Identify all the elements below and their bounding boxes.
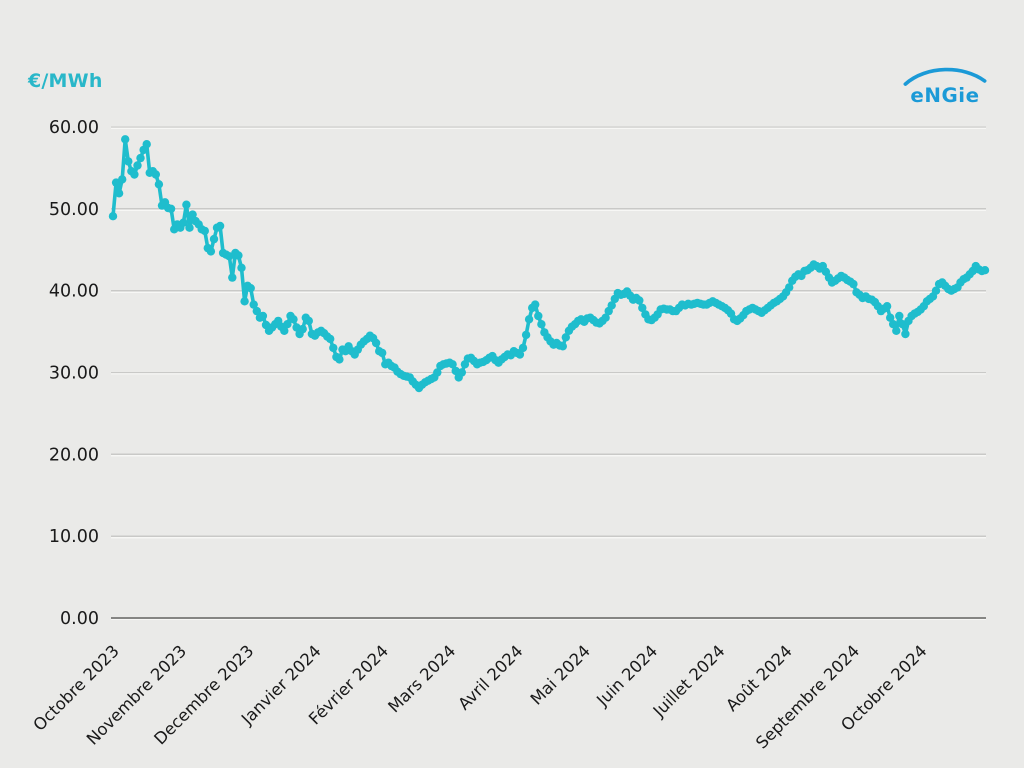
- y-axis-tick-label: 10.00: [49, 527, 99, 547]
- y-axis-unit-title: €/MWh: [28, 70, 103, 92]
- data-point: [108, 212, 118, 221]
- y-axis-labels: 60.00 50.00 40.00 30.00 20.00 10.00 0.00: [49, 118, 99, 629]
- y-axis-tick-label: 50.00: [49, 200, 99, 220]
- engie-logo-arc: [903, 67, 987, 86]
- data-point: [237, 263, 246, 272]
- data-point: [209, 234, 219, 244]
- data-point: [289, 315, 298, 324]
- data-point: [114, 189, 124, 198]
- data-point: [249, 300, 258, 309]
- data-point: [246, 284, 255, 293]
- data-point: [892, 326, 901, 335]
- data-point: [130, 170, 139, 179]
- data-point: [607, 301, 616, 310]
- data-point: [154, 180, 164, 189]
- data-point: [849, 279, 858, 289]
- price-line-series: [108, 135, 990, 393]
- data-point: [889, 320, 898, 329]
- y-axis-tick-label: 60.00: [49, 118, 99, 138]
- data-point: [371, 338, 381, 348]
- x-axis-tick-label: Avril 2024: [454, 641, 526, 713]
- data-point: [980, 266, 990, 275]
- data-point: [200, 226, 209, 236]
- x-axis-tick-label: Juin 2024: [592, 641, 661, 710]
- x-axis-tick-label: Juillet 2024: [649, 641, 729, 721]
- data-point: [785, 283, 794, 292]
- data-point: [601, 313, 610, 322]
- data-point: [304, 316, 313, 326]
- data-point: [133, 161, 142, 170]
- data-point: [136, 153, 145, 163]
- data-point: [215, 221, 225, 231]
- data-point: [151, 170, 160, 179]
- x-axis-tick-label: Mai 2024: [527, 641, 594, 708]
- y-axis-tick-label: 0.00: [60, 609, 99, 629]
- data-point: [378, 348, 387, 358]
- engie-logo-svg: eNGie: [903, 67, 987, 107]
- price-line: [111, 137, 987, 390]
- data-point: [561, 333, 570, 342]
- data-point: [534, 311, 543, 321]
- data-point: [142, 140, 151, 149]
- data-point: [179, 218, 188, 227]
- data-point: [515, 350, 525, 359]
- data-point: [882, 302, 892, 311]
- data-point: [901, 329, 910, 339]
- data-point: [448, 360, 457, 369]
- data-point: [558, 342, 567, 351]
- data-point: [537, 320, 546, 329]
- x-axis-tick-label: Mars 2024: [384, 641, 459, 716]
- data-point: [258, 311, 268, 321]
- engie-logo-text: eNGie: [910, 84, 979, 106]
- data-point: [329, 343, 338, 353]
- data-point: [118, 175, 127, 184]
- x-axis-tick-label: Août 2024: [722, 641, 796, 715]
- data-point: [252, 306, 261, 316]
- data-point: [234, 251, 243, 260]
- data-point: [283, 320, 292, 329]
- data-point: [886, 313, 895, 322]
- data-point: [895, 311, 904, 321]
- data-point: [457, 368, 466, 377]
- data-point: [326, 334, 335, 344]
- y-axis-tick-label: 30.00: [49, 364, 99, 384]
- data-point: [298, 324, 307, 334]
- data-point: [240, 297, 249, 306]
- data-point: [121, 135, 130, 144]
- gridlines: [111, 126, 986, 621]
- data-point: [433, 368, 442, 377]
- data-point: [524, 315, 534, 324]
- data-point: [280, 326, 289, 335]
- data-point: [531, 300, 540, 309]
- data-point: [335, 355, 344, 364]
- data-point: [638, 303, 647, 313]
- data-point: [518, 343, 528, 353]
- data-point: [188, 210, 197, 219]
- y-axis-tick-label: 20.00: [49, 445, 99, 465]
- data-point: [124, 157, 133, 166]
- y-axis-tick-label: 40.00: [49, 282, 99, 302]
- data-point: [166, 204, 176, 213]
- engie-logo: eNGie: [901, 58, 989, 107]
- data-point: [182, 200, 191, 209]
- data-point: [228, 273, 237, 282]
- data-point: [185, 223, 194, 232]
- data-point: [206, 247, 216, 256]
- data-point: [635, 296, 644, 305]
- data-point: [521, 330, 531, 340]
- data-point: [931, 286, 941, 295]
